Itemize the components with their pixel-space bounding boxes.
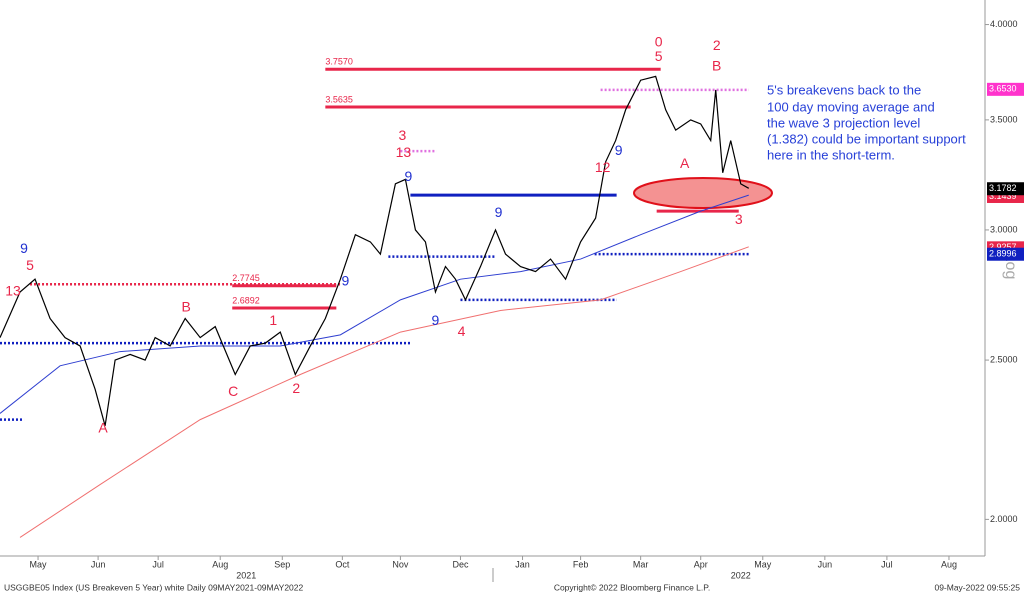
comment-line: 5's breakevens back to the (767, 82, 921, 97)
annotation: 0 (655, 33, 663, 49)
year-label: 2021 (236, 570, 256, 580)
annotation: 3 (735, 211, 743, 227)
annotation: A (680, 155, 690, 171)
x-tick-label: Mar (633, 559, 649, 569)
annotation: 2 (713, 37, 721, 53)
level-label: 3.7570 (325, 57, 353, 67)
x-tick-label: Feb (573, 559, 589, 569)
annotation: C (228, 383, 238, 399)
series-line (0, 75, 750, 427)
annotation: 13 (5, 283, 21, 299)
x-tick-label: Dec (452, 559, 469, 569)
comment-line: the wave 3 projection level (767, 115, 920, 130)
x-tick-label: Jan (515, 559, 530, 569)
annotation: 1 (269, 312, 277, 328)
footer-center: Copyright© 2022 Bloomberg Finance L.P. (554, 582, 710, 592)
x-tick-label: Apr (694, 559, 708, 569)
year-label: 2022 (731, 570, 751, 580)
annotation: 9 (341, 272, 349, 288)
y-tick-label: 2.5000 (990, 354, 1018, 364)
x-tick-label: May (30, 559, 48, 569)
price-badge (987, 82, 1024, 96)
annotation: 9 (432, 312, 440, 328)
y-tick-label: 2.0000 (990, 514, 1018, 524)
y-tick-label: 3.0000 (990, 224, 1018, 234)
y-tick-label: 3.5000 (990, 114, 1018, 124)
annotation: 12 (595, 159, 611, 175)
annotation: 4 (458, 323, 466, 339)
annotation: 5 (26, 257, 34, 273)
x-tick-label: Jul (881, 559, 893, 569)
highlight-ellipse (633, 177, 773, 209)
level-label: 2.7745 (232, 273, 260, 283)
comment-line: here in the short-term. (767, 147, 895, 162)
annotation: 9 (20, 240, 28, 256)
annotation: A (98, 420, 108, 436)
annotation: 9 (405, 168, 413, 184)
level-label: 3.5635 (325, 94, 353, 104)
x-tick-label: Jun (818, 559, 833, 569)
annotation: 13 (396, 144, 412, 160)
annotation: 3 (399, 127, 407, 143)
price-badge-label: 2.9257 (989, 242, 1017, 252)
annotation: B (182, 298, 191, 314)
x-tick-label: Aug (941, 559, 957, 569)
annotation: 2 (292, 380, 300, 396)
x-tick-label: May (754, 559, 772, 569)
annotation: 9 (495, 204, 503, 220)
x-tick-label: Oct (335, 559, 350, 569)
series-line (19, 246, 749, 538)
comment-line: (1.382) could be important support (767, 131, 966, 146)
x-tick-label: Jun (91, 559, 106, 569)
annotation: B (712, 58, 721, 74)
price-badge-label: 3.1439 (989, 191, 1017, 201)
price-badge-label: 3.6530 (989, 84, 1017, 94)
series-line (0, 194, 749, 414)
annotation: 5 (655, 48, 663, 64)
footer-right: 09-May-2022 09:55:25 (934, 582, 1020, 592)
x-tick-label: Nov (392, 559, 409, 569)
comment: 5's breakevens back to the 100 day movin… (767, 82, 966, 162)
price-badge-label: 2.8996 (989, 249, 1017, 259)
footer-left: USGGBE05 Index (US Breakeven 5 Year) whi… (4, 582, 304, 592)
level-label: 2.6892 (232, 295, 260, 305)
price-badge (987, 247, 1024, 261)
x-tick-label: Aug (212, 559, 228, 569)
y-tick-label: 4.0000 (990, 19, 1018, 29)
annotation: 9 (615, 142, 623, 158)
x-tick-label: Jul (152, 559, 164, 569)
price-badge (987, 182, 1024, 196)
price-badge-label: 3.1782 (989, 183, 1017, 193)
comment-line: 100 day moving average and (767, 99, 935, 114)
x-tick-label: Sep (274, 559, 290, 569)
